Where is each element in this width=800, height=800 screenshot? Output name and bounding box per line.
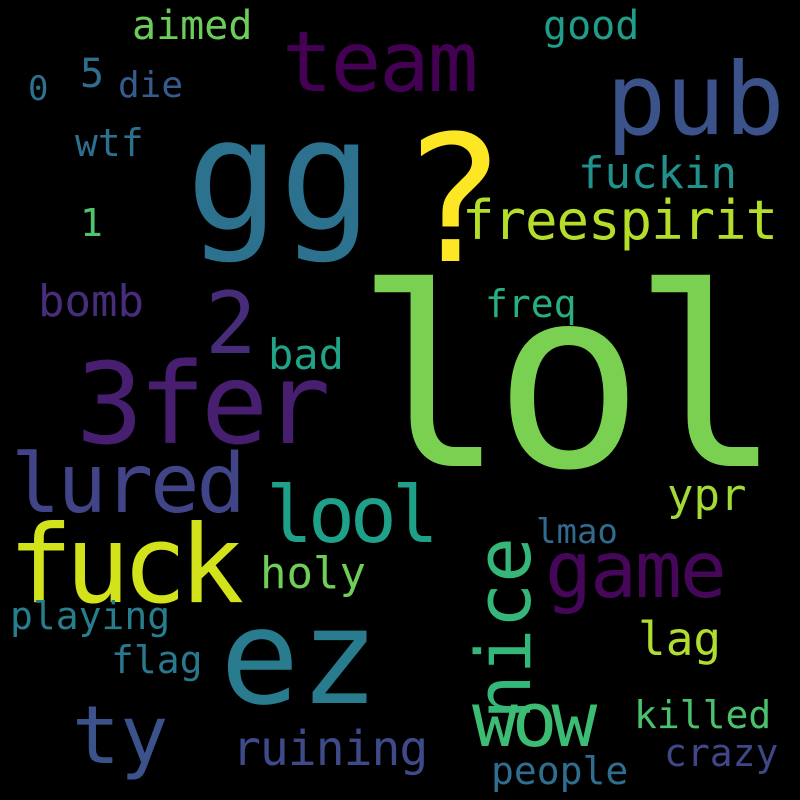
word-ty: ty <box>72 689 169 782</box>
word-lool: lool <box>266 471 439 561</box>
word-ez: ez <box>220 581 379 735</box>
word-playing: playing <box>10 594 171 638</box>
word-5: 5 <box>80 51 105 97</box>
word-pub: pub <box>606 41 785 158</box>
word-good: good <box>543 3 640 49</box>
word-lol: lol <box>355 234 783 525</box>
word-0: 0 <box>28 69 49 109</box>
word-fuck: fuck <box>8 503 244 628</box>
word-gg: gg <box>186 85 373 266</box>
word-killed: killed <box>634 693 772 737</box>
word-1: 1 <box>80 201 103 245</box>
word-aimed: aimed <box>132 3 253 49</box>
word-ypr: ypr <box>667 470 747 521</box>
word-die: die <box>118 65 184 106</box>
word-2: 2 <box>205 274 257 374</box>
word-ruining: ruining <box>232 721 428 777</box>
word-flag: flag <box>111 638 203 682</box>
word-game: game <box>545 526 727 616</box>
word-lag: lag <box>638 612 722 666</box>
word-question-mark: ? <box>400 98 506 303</box>
word-bad: bad <box>268 330 344 379</box>
word-team: team <box>282 13 478 111</box>
word-crazy: crazy <box>664 731 779 775</box>
word-freespirit: freespirit <box>462 189 778 252</box>
word-wow: wow <box>472 675 597 764</box>
word-people: people <box>491 749 629 793</box>
word-fuckin: fuckin <box>578 148 737 199</box>
word-lmao: lmao <box>536 512 618 552</box>
word-3fer: 3fer <box>76 340 331 470</box>
word-bomb: bomb <box>38 276 144 327</box>
word-lured: lured <box>11 437 246 532</box>
word-wtf: wtf <box>75 121 144 165</box>
word-freq: freq <box>485 282 577 326</box>
word-holy: holy <box>260 548 366 599</box>
